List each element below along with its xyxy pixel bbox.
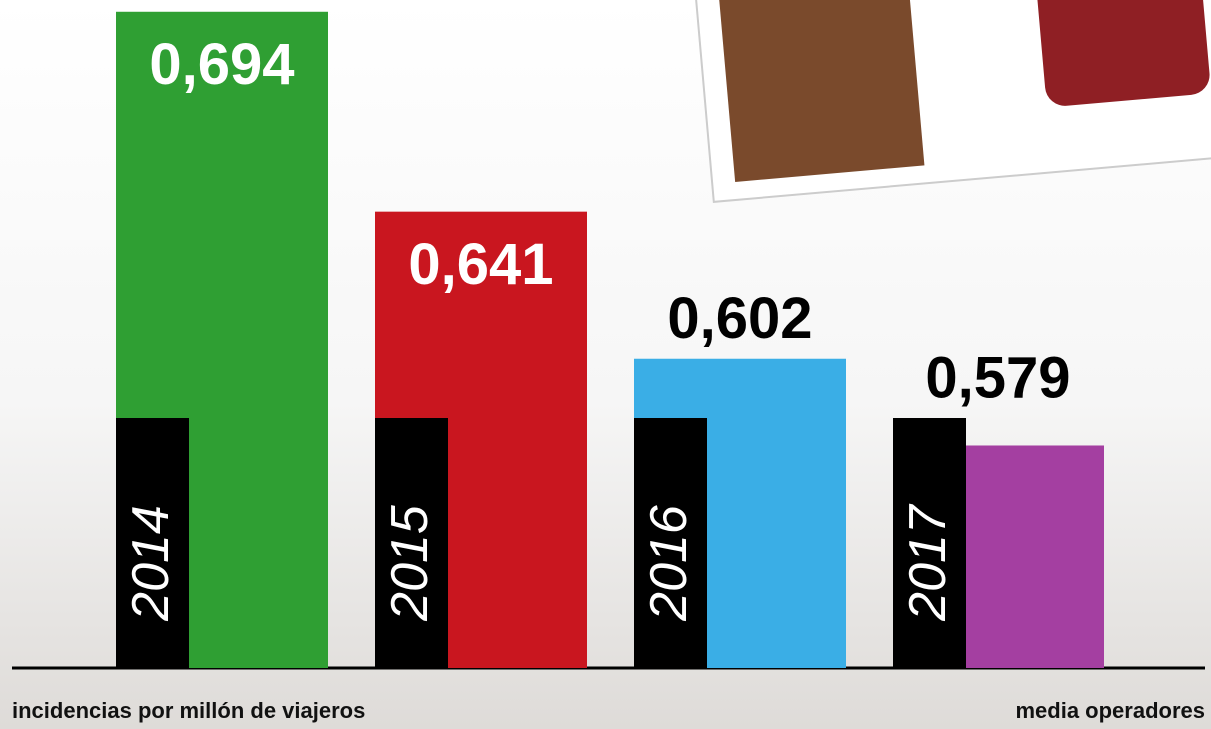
year-box [634,418,707,668]
value-label: 0,602 [667,286,812,351]
value-label: 0,694 [149,32,294,97]
category-label: 2015 [381,504,439,622]
photo-jacket [715,0,925,182]
category-label: 2017 [899,503,957,622]
year-box [893,418,966,668]
year-box [375,418,448,668]
value-label: 0,641 [408,232,553,297]
annotation: media operadores [1015,698,1205,723]
axis-label: incidencias por millón de viajeros [12,698,365,723]
value-label: 0,579 [925,345,1070,410]
bar [966,445,1104,668]
year-box [116,418,189,668]
photo [691,0,1211,203]
category-label: 2016 [640,505,698,622]
category-label: 2014 [122,505,180,622]
photo-bag [1033,0,1210,106]
